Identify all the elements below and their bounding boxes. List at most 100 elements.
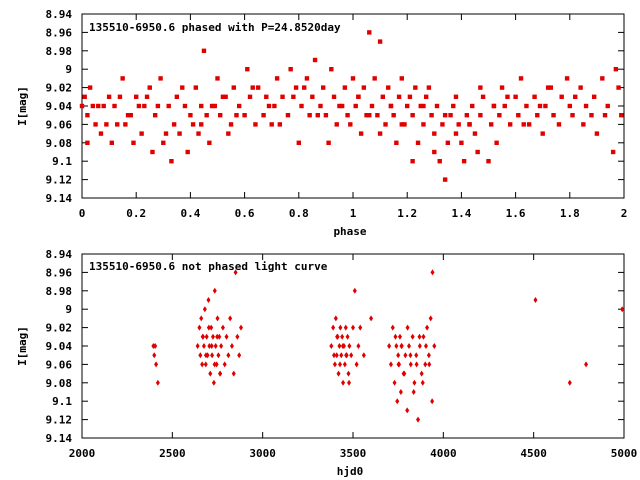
data-point [210,333,215,340]
data-point [413,85,418,90]
data-point [123,122,128,127]
data-point [342,361,347,368]
data-point [212,287,217,294]
data-point [369,103,375,109]
data-point [342,85,348,90]
data-point [417,333,422,340]
data-point [581,122,586,127]
data-point [354,361,359,368]
data-point [153,343,158,349]
data-point [206,324,211,331]
data-point [472,131,478,136]
data-point [199,103,204,109]
panel-unphased: 135510-6950.6 not phased light curve hjd… [16,248,637,478]
data-point [399,122,404,127]
data-point [551,113,556,118]
data-point [212,361,217,368]
data-point [264,94,269,99]
data-point [203,352,208,359]
panel-phased: 135510-6950.6 phased with P=24.8520day p… [16,8,627,238]
chart-title: 135510-6950.6 phased with P=24.8520day [89,21,341,34]
data-point [185,149,190,155]
data-point [442,113,448,118]
data-point [341,379,346,386]
data-point [573,94,578,99]
data-point [215,333,220,340]
data-point [403,352,408,359]
data-point [432,343,437,349]
data-point [526,122,532,127]
data-point [345,113,350,118]
data-point [139,131,144,136]
data-point [453,131,459,136]
data-point [217,333,222,340]
data-point [93,122,98,127]
data-point [377,39,383,44]
data-point [410,113,415,118]
data-point [513,94,518,99]
y-tick-label: 9.1 [52,395,72,408]
data-point [161,140,166,145]
data-point [414,352,419,359]
data-point [396,94,402,99]
data-point [430,269,435,276]
data-point [578,85,583,90]
data-point [448,113,453,118]
data-point [310,94,315,99]
data-point [207,343,212,349]
data-point [344,352,349,359]
data-point [411,389,416,395]
data-point [543,103,548,109]
data-point [277,122,283,127]
data-point [166,103,171,109]
y-tick-label: 9.04 [46,100,73,113]
x-tick-label: 1.4 [451,207,471,220]
data-point [329,343,334,349]
x-tick-label: 3000 [249,447,276,460]
data-point [331,324,336,331]
plot-frame [81,253,625,439]
data-point [407,343,412,349]
data-point [602,113,608,118]
data-point [459,140,464,145]
data-point [421,122,426,127]
data-point [112,103,117,109]
data-point [540,131,545,136]
data-point [228,122,234,127]
data-point [180,85,185,90]
data-point [532,94,537,99]
data-point [399,343,404,349]
data-point [199,315,204,322]
data-point [200,361,205,368]
data-point [215,315,220,322]
data-point [213,343,218,349]
data-point [323,113,329,118]
data-point [190,122,196,127]
data-point [556,122,562,127]
data-point [358,131,364,136]
data-point [367,113,372,118]
plot-frame [81,13,625,199]
data-point [220,324,225,331]
data-point [234,113,239,118]
data-point [174,94,180,99]
data-point [388,361,393,368]
data-point [415,140,421,145]
data-point [429,113,434,118]
data-point [144,94,150,99]
data-point [380,94,386,99]
data-point [426,85,432,90]
data-point [188,113,193,118]
data-point [247,94,253,99]
y-ticks: 8.94 8.96 8.98 9 9.02 9.04 9.06 9.08 9.1 9.12 9.14 [46,248,624,445]
data-point [396,361,401,368]
data-point [410,159,415,164]
data-point [332,361,337,368]
data-point [343,324,348,331]
data-point [619,113,624,118]
data-point [336,370,341,377]
data-point [250,85,255,90]
data-point [202,306,207,313]
data-point [79,103,85,109]
data-point [420,379,425,386]
